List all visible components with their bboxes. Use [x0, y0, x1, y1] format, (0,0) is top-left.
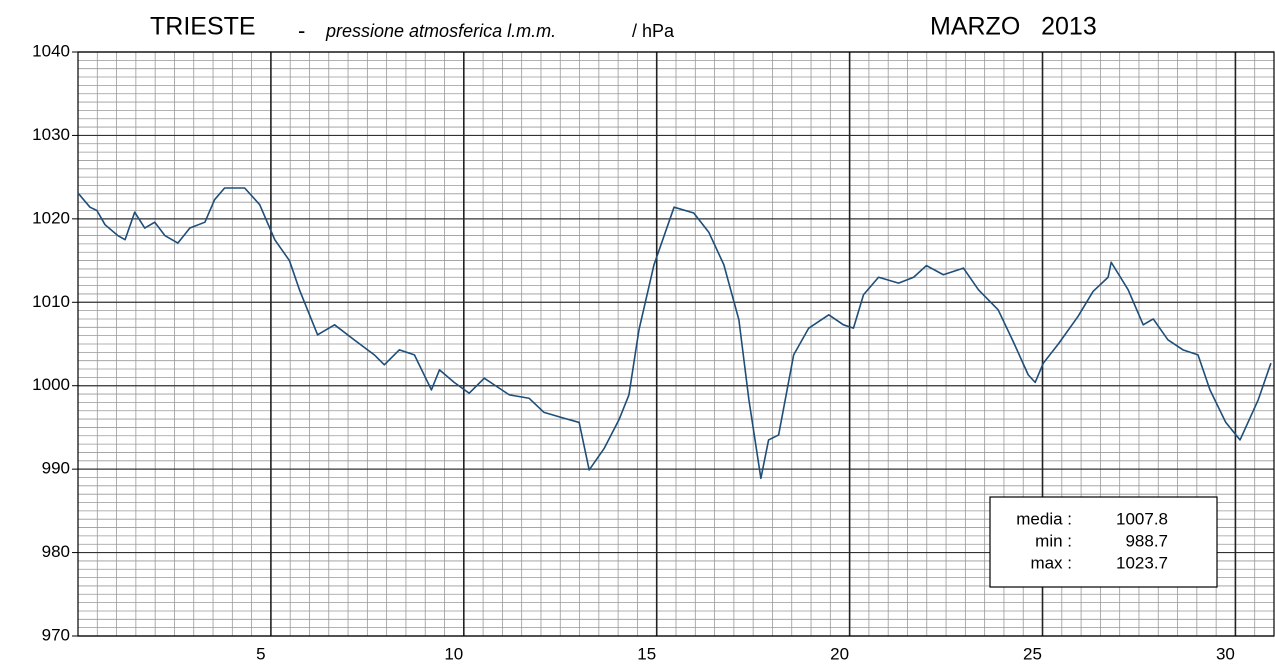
chart-subtitle: pressione atmosferica l.m.m.: [325, 21, 556, 41]
y-tick-label: 1010: [32, 292, 70, 311]
x-tick-label: 10: [444, 644, 463, 663]
chart-title: TRIESTE: [150, 13, 256, 41]
y-tick-label: 1000: [32, 375, 70, 394]
stat-value: 1023.7: [1116, 553, 1168, 572]
y-tick-label: 980: [42, 542, 70, 561]
x-tick-label: 20: [830, 644, 849, 663]
x-tick-label: 5: [256, 644, 265, 663]
y-tick-label: 1020: [32, 208, 70, 227]
stat-label: max :: [1030, 553, 1072, 572]
x-tick-label: 15: [637, 644, 656, 663]
y-tick-label: 990: [42, 459, 70, 478]
plot: [77, 187, 1272, 480]
stat-label: media :: [1016, 509, 1072, 528]
stat-label: min :: [1035, 531, 1072, 550]
period-label: MARZO 2013: [930, 13, 1097, 41]
stat-value: 988.7: [1125, 531, 1168, 550]
stats-box: [989, 496, 1218, 588]
title-separator: -: [298, 18, 305, 43]
plot-frame: [77, 51, 1275, 637]
unit-label: / hPa: [632, 21, 675, 41]
x-tick-label: 25: [1023, 644, 1042, 663]
stats: media : 1007.8 min : 988.7 max : 1023.7: [1016, 509, 1168, 572]
x-tick-label: 30: [1216, 644, 1235, 663]
y-tick-label: 1040: [32, 41, 70, 60]
stat-value: 1007.8: [1116, 509, 1168, 528]
y-tick-label: 970: [42, 625, 70, 644]
pressure-line: [77, 187, 1272, 480]
grid: 970 980 990 1000 1010 1020 1030 1040 5 10 15 20 25 30: [32, 41, 1275, 663]
y-tick-label: 1030: [32, 125, 70, 144]
